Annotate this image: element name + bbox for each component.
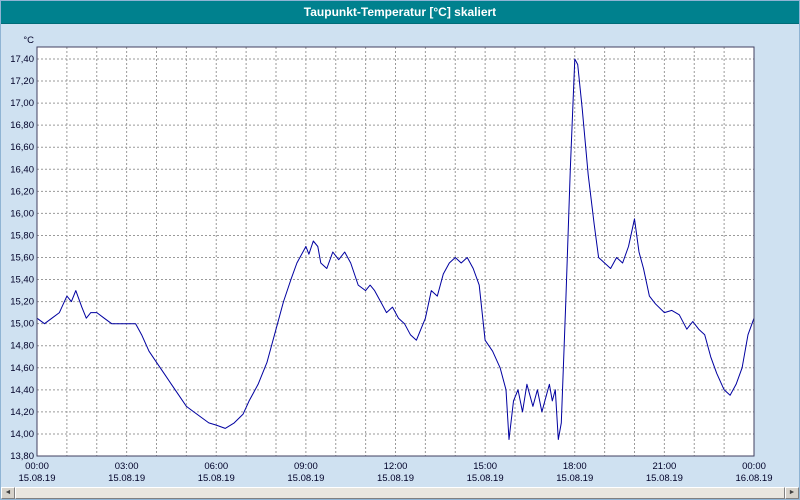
y-tick-label: 17,20 [10,76,34,87]
chart-title: Taupunkt-Temperatur [°C] skaliert [303,5,497,19]
x-tick-date-label: 16.08.19 [736,473,773,484]
scrollbar-thumb[interactable] [15,487,785,499]
y-tick-label: 15,80 [10,230,34,241]
x-tick-date-label: 15.08.19 [467,473,504,484]
y-tick-label: 15,20 [10,297,34,308]
y-tick-label: 13,80 [10,451,34,462]
x-tick-date-label: 15.08.19 [556,473,593,484]
x-tick-date-label: 15.08.19 [377,473,414,484]
y-tick-label: 16,40 [10,164,34,175]
series-line [36,58,755,440]
y-tick-label: 16,20 [10,186,34,197]
y-tick-label: 16,60 [10,142,34,153]
x-tick-date-label: 15.08.19 [198,473,235,484]
x-tick-time-label: 12:00 [384,461,408,472]
y-tick-label: 14,20 [10,407,34,418]
title-bar: Taupunkt-Temperatur [°C] skaliert [1,1,799,24]
scroll-left-button[interactable]: ◄ [1,487,15,499]
x-tick-date-label: 15.08.19 [19,473,56,484]
x-tick-date-label: 15.08.19 [108,473,145,484]
chart-canvas: °C 13,80 14,00 14,20 14,40 14,60 14,80 15,00 15,… [1,23,800,489]
scroll-right-button[interactable]: ► [785,487,799,499]
x-tick-time-label: 21:00 [652,461,676,472]
y-tick-label: 17,40 [10,54,34,65]
gridlines [37,47,754,456]
y-tick-label: 14,40 [10,385,34,396]
y-tick-label: 17,00 [10,98,34,109]
x-tick-time-label: 18:00 [563,461,587,472]
axis-labels: °C 13,80 14,00 14,20 14,40 14,60 14,80 15,00 15,… [10,35,772,484]
x-tick-date-label: 15.08.19 [646,473,683,484]
chart-svg: °C 13,80 14,00 14,20 14,40 14,60 14,80 15,00 15,… [10,35,772,484]
x-tick-time-label: 15:00 [473,461,497,472]
y-tick-label: 16,00 [10,208,34,219]
y-tick-label: 15,60 [10,253,34,264]
plot-frame [36,46,755,457]
y-axis-unit-label: °C [23,35,34,46]
x-tick-time-label: 00:00 [25,461,49,472]
y-tick-label: 14,60 [10,363,34,374]
x-tick-time-label: 00:00 [742,461,766,472]
y-tick-label: 14,00 [10,429,34,440]
x-tick-time-label: 03:00 [115,461,139,472]
y-tick-label: 15,40 [10,275,34,286]
horizontal-scrollbar[interactable]: ◄ ► [1,487,799,499]
y-tick-label: 15,00 [10,319,34,330]
x-tick-date-label: 15.08.19 [287,473,324,484]
y-tick-label: 14,80 [10,341,34,352]
x-tick-time-label: 09:00 [294,461,318,472]
x-tick-time-label: 06:00 [204,461,228,472]
y-tick-label: 16,80 [10,120,34,131]
